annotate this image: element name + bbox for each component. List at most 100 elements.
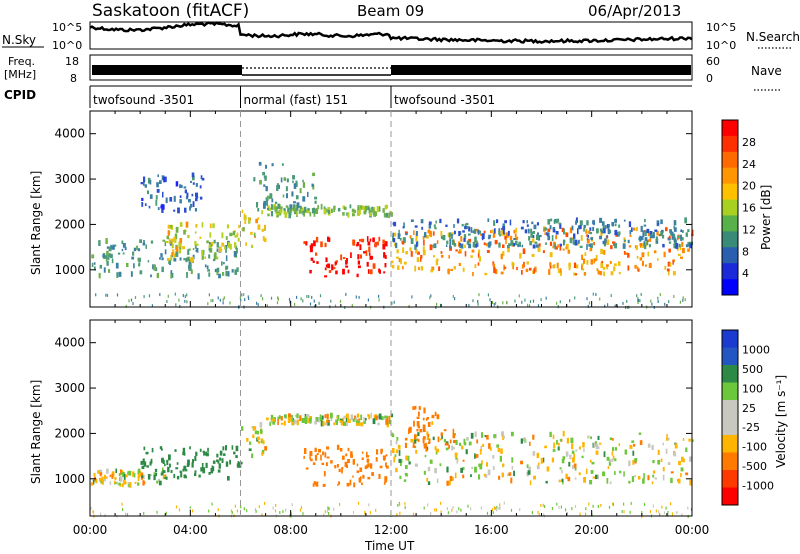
heatmap-cell xyxy=(570,237,574,240)
heatmap-cell xyxy=(314,447,317,453)
heatmap-cell xyxy=(142,480,145,486)
heatmap-cell xyxy=(452,428,455,434)
heatmap-cell xyxy=(631,227,633,232)
heatmap-cell xyxy=(678,243,681,248)
heatmap-cell xyxy=(521,300,523,304)
heatmap-cell xyxy=(631,476,635,482)
heatmap-cell xyxy=(454,297,456,301)
heatmap-cell xyxy=(588,244,592,247)
heatmap-cell xyxy=(468,303,470,307)
heatmap-cell xyxy=(392,237,396,243)
heatmap-cell xyxy=(132,251,134,254)
heatmap-cell xyxy=(420,266,424,271)
heatmap-cell xyxy=(231,445,234,450)
heatmap-cell xyxy=(489,447,492,451)
heatmap-cell xyxy=(574,467,577,471)
heatmap-cell xyxy=(240,298,242,302)
heatmap-cell xyxy=(189,263,192,270)
heatmap-cell xyxy=(187,256,190,262)
heatmap-cell xyxy=(516,266,518,271)
heatmap-cell xyxy=(257,217,260,220)
heatmap-cell xyxy=(149,461,152,466)
heatmap-cell xyxy=(476,439,479,444)
heatmap-cell xyxy=(311,183,314,187)
heatmap-cell xyxy=(643,241,646,247)
heatmap-cell xyxy=(583,448,585,452)
heatmap-cell xyxy=(410,438,414,443)
heatmap-cell xyxy=(194,208,197,212)
heatmap-cell xyxy=(212,299,214,303)
heatmap-cell xyxy=(498,230,501,235)
heatmap-cell xyxy=(599,442,602,445)
heatmap-cell xyxy=(315,208,319,214)
heatmap-cell xyxy=(592,292,594,296)
heatmap-cell xyxy=(398,233,401,237)
heatmap-cell xyxy=(361,482,363,486)
heatmap-cell xyxy=(436,240,439,244)
heatmap-cell xyxy=(579,512,581,516)
heatmap-cell xyxy=(125,481,127,485)
heatmap-cell xyxy=(503,501,505,505)
heatmap-cell xyxy=(402,265,404,270)
heatmap-cell xyxy=(198,474,201,478)
heatmap-cell xyxy=(614,218,617,223)
heatmap-cell xyxy=(315,252,318,256)
heatmap-cell xyxy=(443,429,447,432)
heatmap-cell xyxy=(454,452,458,458)
heatmap-cell xyxy=(375,508,377,512)
heatmap-cell xyxy=(569,227,573,234)
heatmap-cell xyxy=(672,271,676,276)
heatmap-cell xyxy=(596,268,599,272)
heatmap-cell xyxy=(99,264,102,269)
heatmap-cell xyxy=(122,508,124,511)
heatmap-cell xyxy=(593,258,595,264)
heatmap-cell xyxy=(458,507,460,511)
heatmap-cell xyxy=(313,210,316,217)
heatmap-cell xyxy=(264,225,267,228)
heatmap-cell xyxy=(304,414,308,418)
heatmap-cell xyxy=(451,445,453,451)
heatmap-cell xyxy=(616,304,618,308)
heatmap-cell xyxy=(658,510,660,514)
heatmap-cell xyxy=(637,268,640,272)
heatmap-cell xyxy=(574,296,576,300)
heatmap-cell xyxy=(431,414,435,419)
heatmap-cell xyxy=(531,221,534,225)
power-ylabel: Slant Range [km] xyxy=(29,171,43,275)
heatmap-cell xyxy=(608,505,611,509)
heatmap-cell xyxy=(636,227,638,232)
heatmap-cell xyxy=(405,251,408,255)
heatmap-cell xyxy=(689,243,692,249)
heatmap-cell xyxy=(346,258,348,264)
heatmap-cell xyxy=(440,432,443,436)
heatmap-cell xyxy=(356,413,360,418)
heatmap-cell xyxy=(476,228,479,232)
heatmap-cell xyxy=(313,207,316,214)
heatmap-cell xyxy=(288,418,291,422)
heatmap-cell xyxy=(440,236,444,239)
heatmap-cell xyxy=(552,449,556,452)
heatmap-cell xyxy=(126,262,129,267)
heatmap-cell xyxy=(255,218,258,224)
heatmap-cell xyxy=(184,299,186,303)
heatmap-cell xyxy=(258,161,262,166)
heatmap-cell xyxy=(657,296,659,300)
heatmap-cell xyxy=(568,461,571,467)
heatmap-cell xyxy=(323,206,326,211)
heatmap-cell xyxy=(470,227,473,233)
heatmap-cell xyxy=(673,295,675,298)
heatmap-cell xyxy=(513,243,516,247)
heatmap-cell xyxy=(586,220,589,226)
colorbar-swatch xyxy=(722,330,738,348)
heatmap-cell xyxy=(556,218,560,223)
heatmap-cell xyxy=(510,477,513,484)
heatmap-cell xyxy=(347,417,350,423)
heatmap-cell xyxy=(608,460,611,466)
heatmap-cell xyxy=(558,222,561,225)
colorbar-swatch xyxy=(722,470,738,488)
heatmap-cell xyxy=(188,264,190,270)
heatmap-cell xyxy=(500,448,503,454)
heatmap-cell xyxy=(538,512,540,516)
heatmap-cell xyxy=(586,237,589,241)
heatmap-cell xyxy=(458,241,461,247)
